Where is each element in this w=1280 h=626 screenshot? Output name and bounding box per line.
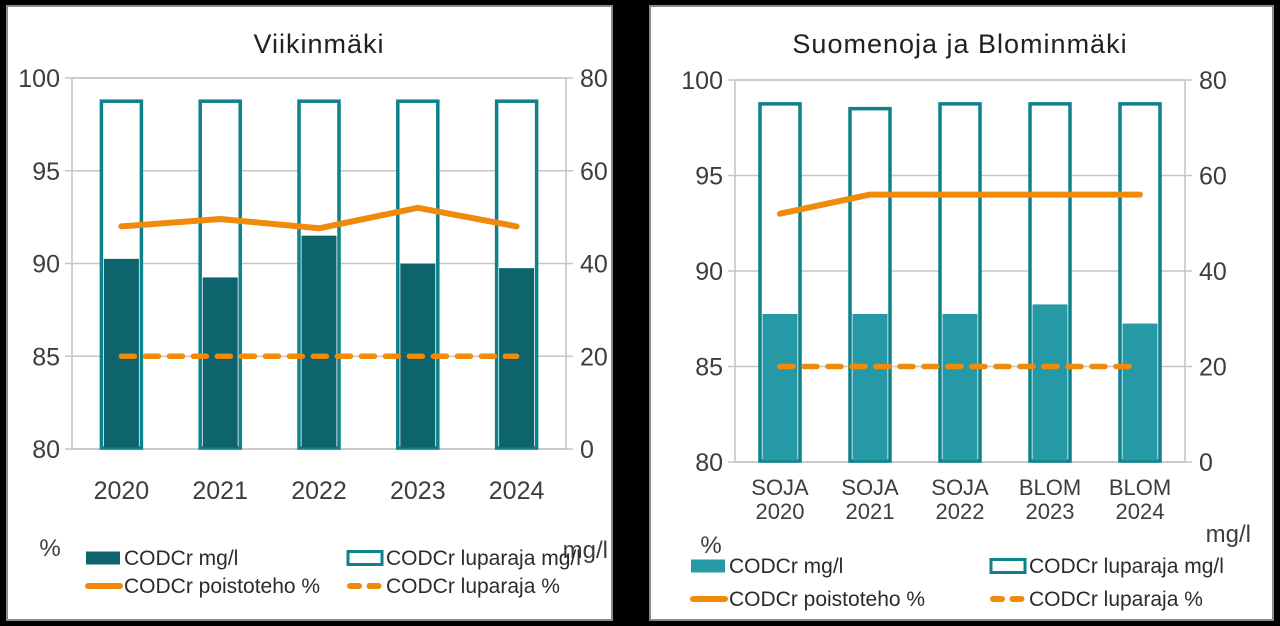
x-axis-label: 2022: [291, 477, 347, 505]
legend-label: CODCr luparaja %: [386, 575, 560, 598]
legend-label: CODCr luparaja %: [1029, 588, 1203, 611]
legend-label: CODCr luparaja mg/l: [1029, 555, 1224, 578]
x-axis-label: BLOM: [1019, 475, 1081, 500]
bar-codcr: [762, 313, 798, 461]
right-axis-unit: mg/l: [563, 537, 608, 564]
right-axis-tick: 0: [1199, 449, 1213, 477]
x-axis-label: 2024: [1116, 499, 1165, 524]
x-axis-label: BLOM: [1109, 475, 1171, 500]
right-axis-tick: 20: [580, 343, 608, 371]
x-axis-label: 2022: [936, 499, 985, 524]
chart-viikinmaki: 100 95 90 85 80 80 60 40 20 0 2020 2021 2022 2023 2024…: [18, 29, 608, 598]
x-axis-label: SOJA: [931, 475, 989, 500]
legend-swatch-bar-outline: [989, 558, 1027, 574]
x-axis-label: 2020: [94, 477, 150, 505]
left-axis-unit: %: [39, 535, 60, 562]
x-axis-label: 2020: [756, 499, 805, 524]
legend-swatch-bar: [86, 551, 120, 565]
legend-swatch-bar-outline: [346, 550, 384, 566]
left-axis-tick: 80: [32, 436, 60, 464]
legend-swatch-bar: [691, 559, 725, 573]
right-axis-unit: mg/l: [1206, 521, 1251, 548]
bar-codcr: [202, 277, 238, 448]
legend-label: CODCr poistoteho %: [729, 588, 925, 611]
right-axis-tick: 60: [1199, 163, 1227, 191]
legend-label: CODCr mg/l: [124, 547, 238, 570]
left-axis-tick: 100: [18, 65, 60, 93]
bar-codcr: [942, 313, 978, 461]
chart-title: Suomenoja ja Blominmäki: [792, 29, 1127, 59]
bar-codcr: [1032, 304, 1068, 461]
x-axis-label: 2024: [489, 477, 545, 505]
left-axis-tick: 100: [681, 67, 723, 95]
left-axis-tick: 90: [695, 258, 723, 286]
bar-codcr: [301, 235, 337, 448]
right-axis-tick: 40: [580, 251, 608, 279]
left-axis-tick: 95: [32, 158, 60, 186]
legend-label: CODCr poistoteho %: [124, 575, 320, 598]
x-axis-label: SOJA: [751, 475, 809, 500]
line-codcr-poistoteho: [118, 204, 520, 232]
left-axis-tick: 85: [32, 343, 60, 371]
left-axis-tick: 85: [695, 354, 723, 382]
bar-codcr: [1122, 323, 1158, 461]
chart-title: Viikinmäki: [253, 29, 384, 59]
left-axis-tick: 80: [695, 449, 723, 477]
x-axis-label: 2021: [846, 499, 895, 524]
bar-codcr: [103, 258, 139, 448]
right-axis-tick: 80: [1199, 67, 1227, 95]
line-codcr-poistoteho: [777, 191, 1143, 217]
left-axis-tick: 90: [32, 251, 60, 279]
legend-label: CODCr mg/l: [729, 555, 843, 578]
right-axis-tick: 80: [580, 65, 608, 93]
left-axis-tick: 95: [695, 163, 723, 191]
x-axis-label: 2023: [390, 477, 446, 505]
chart-panel-viikinmaki: 100 95 90 85 80 80 60 40 20 0 2020 2021 2022 2023 2024…: [6, 5, 613, 621]
x-axis-label: SOJA: [841, 475, 899, 500]
legend-label: CODCr luparaja mg/l: [386, 547, 581, 570]
chart-suomenoja-blominmaki: 10095908580806040200SOJA2020SOJA2021SOJA…: [681, 29, 1251, 611]
bar-codcr: [852, 313, 888, 461]
chart-panel-suomenoja-blominmaki: 100 95 90 85 80 80 60 40 20 0 SOJA 2020 SOJA 2021 SOJA…: [649, 5, 1274, 621]
right-axis-tick: 0: [580, 436, 594, 464]
x-axis-label: 2021: [192, 477, 248, 505]
right-axis-tick: 40: [1199, 258, 1227, 286]
right-axis-tick: 20: [1199, 354, 1227, 382]
left-axis-unit: %: [700, 532, 721, 559]
right-axis-tick: 60: [580, 158, 608, 186]
x-axis-label: 2023: [1026, 499, 1075, 524]
